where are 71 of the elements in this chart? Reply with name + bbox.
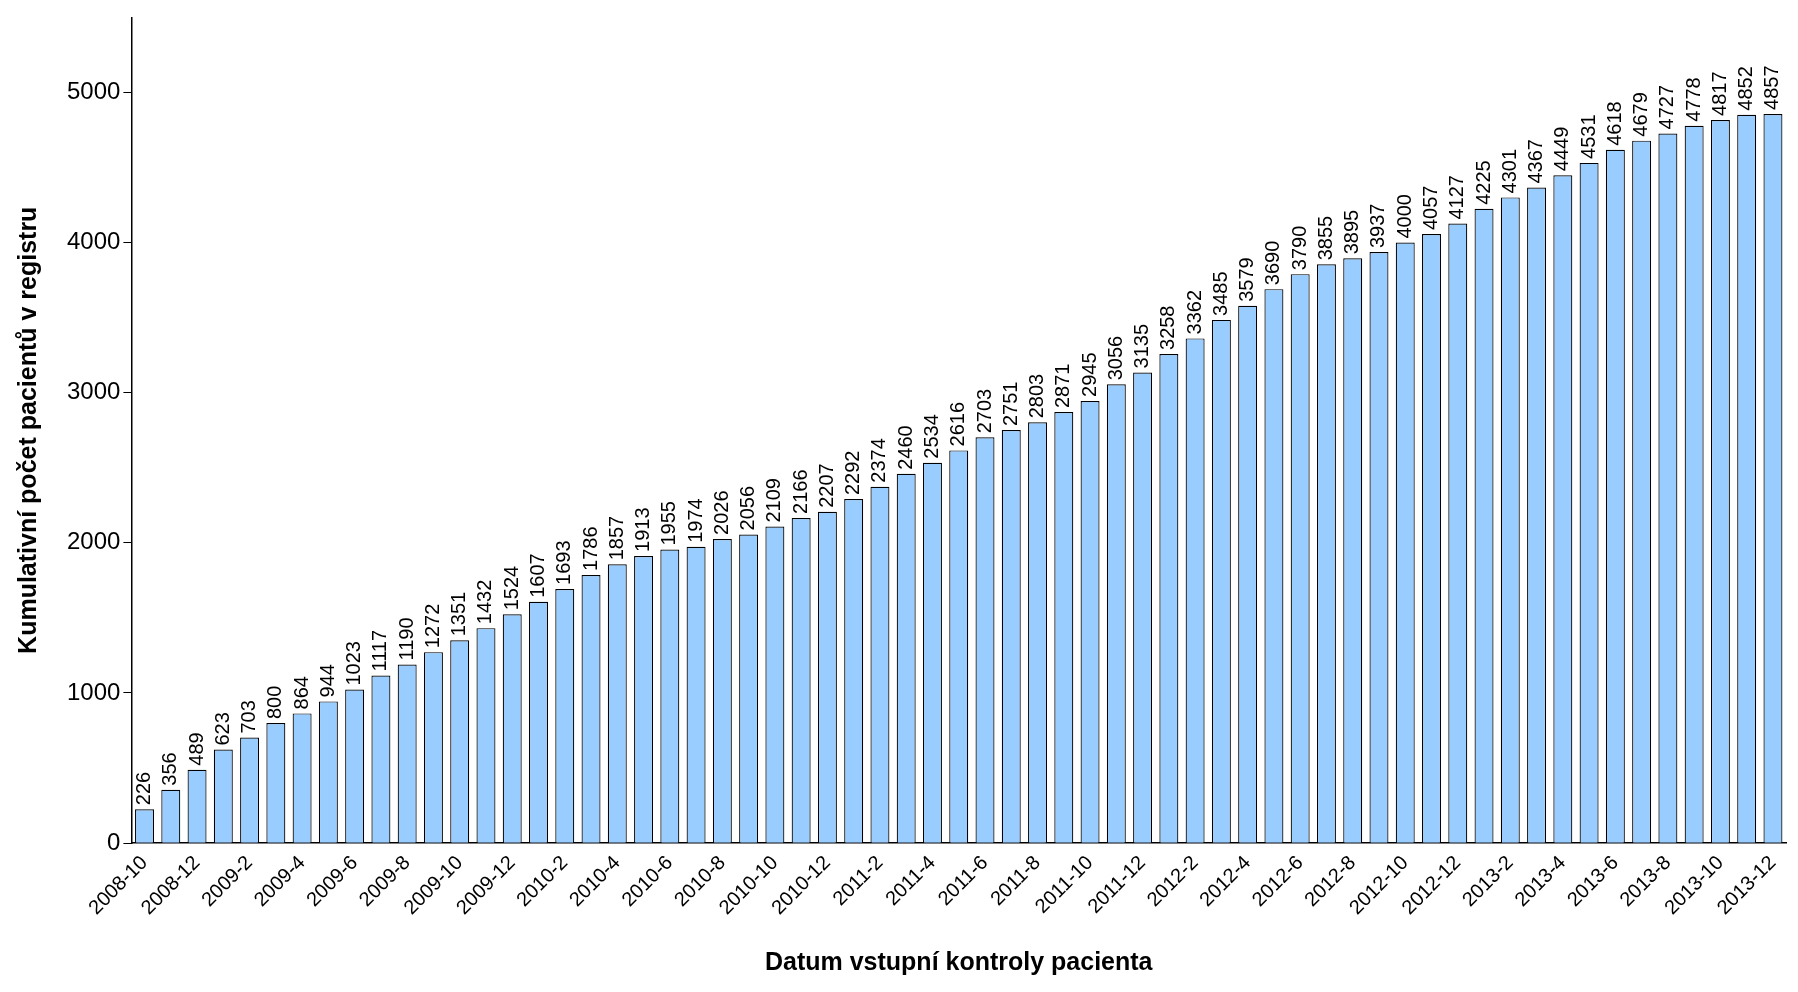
data-label: 356 bbox=[158, 752, 181, 786]
data-label: 2166 bbox=[788, 469, 811, 514]
y-tick-label: 3000 bbox=[67, 377, 121, 405]
data-label: 623 bbox=[210, 712, 233, 746]
data-label: 1857 bbox=[604, 515, 627, 561]
data-label: 3362 bbox=[1182, 289, 1205, 335]
data-label: 1955 bbox=[657, 501, 680, 546]
data-label: 1974 bbox=[683, 498, 706, 543]
data-label: 4857 bbox=[1760, 65, 1783, 110]
y-tick-label: 0 bbox=[107, 827, 121, 855]
y-tick-label: 4000 bbox=[67, 227, 121, 255]
data-label: 2460 bbox=[893, 425, 916, 470]
data-label: 864 bbox=[289, 676, 312, 710]
data-label: 489 bbox=[184, 732, 207, 766]
data-label: 703 bbox=[237, 700, 260, 734]
data-label: 2871 bbox=[1051, 363, 1074, 409]
data-label: 3855 bbox=[1313, 215, 1336, 261]
y-tick-label: 2000 bbox=[67, 527, 121, 555]
data-label: 3790 bbox=[1287, 225, 1310, 271]
data-label: 2803 bbox=[1025, 373, 1048, 419]
data-label: 4817 bbox=[1707, 71, 1730, 116]
data-label: 4727 bbox=[1655, 84, 1678, 130]
data-label: 1607 bbox=[526, 553, 549, 598]
data-label: 1432 bbox=[473, 579, 496, 625]
data-label: 2207 bbox=[814, 463, 837, 508]
data-label: 2534 bbox=[919, 414, 942, 459]
data-label: 3937 bbox=[1366, 203, 1389, 249]
data-label: 2945 bbox=[1077, 352, 1100, 397]
data-label: 2056 bbox=[736, 485, 759, 531]
data-label: 2026 bbox=[709, 490, 732, 535]
data-label: 1023 bbox=[342, 641, 365, 686]
data-label: 944 bbox=[315, 664, 338, 698]
data-label: 4852 bbox=[1734, 66, 1757, 111]
data-label: 3135 bbox=[1130, 323, 1153, 369]
data-label: 1693 bbox=[552, 540, 575, 585]
data-label: 4778 bbox=[1681, 77, 1704, 122]
data-label: 4367 bbox=[1524, 139, 1547, 184]
data-label: 4679 bbox=[1629, 92, 1652, 137]
data-label: 1272 bbox=[420, 603, 443, 649]
data-label: 3579 bbox=[1235, 257, 1258, 302]
data-label: 2109 bbox=[762, 478, 785, 523]
data-label: 3895 bbox=[1340, 209, 1363, 255]
data-label: 800 bbox=[263, 685, 286, 720]
y-tick-label: 1000 bbox=[67, 677, 121, 705]
data-label: 1351 bbox=[447, 591, 470, 637]
data-label: 4531 bbox=[1576, 114, 1599, 159]
data-label: 1117 bbox=[368, 629, 391, 672]
data-label: 4000 bbox=[1392, 194, 1415, 239]
y-tick-label: 5000 bbox=[67, 77, 121, 105]
data-label: 3485 bbox=[1208, 271, 1231, 316]
data-label: 1524 bbox=[499, 565, 522, 611]
data-label: 4618 bbox=[1602, 101, 1625, 146]
y-axis-title: Kumulativní počet pacientů v registru bbox=[12, 206, 41, 654]
data-label: 2616 bbox=[946, 401, 969, 447]
data-label: 1913 bbox=[631, 507, 654, 552]
data-label: 4057 bbox=[1419, 185, 1442, 231]
data-label: 4449 bbox=[1550, 126, 1573, 172]
data-label: 226 bbox=[132, 771, 155, 806]
data-label: 3690 bbox=[1261, 240, 1284, 286]
x-axis-title: Datum vstupní kontroly pacienta bbox=[764, 946, 1154, 975]
data-label: 4301 bbox=[1497, 148, 1520, 194]
data-label: 4225 bbox=[1471, 160, 1494, 205]
data-label: 2751 bbox=[998, 381, 1021, 427]
data-label: 2292 bbox=[841, 450, 864, 496]
data-label: 1786 bbox=[578, 526, 601, 571]
data-label: 1190 bbox=[394, 617, 417, 661]
data-label: 3056 bbox=[1103, 335, 1126, 381]
data-label: 4127 bbox=[1445, 175, 1468, 220]
data-label: 2374 bbox=[867, 438, 890, 483]
data-label: 2703 bbox=[972, 388, 995, 434]
data-label: 3258 bbox=[1156, 305, 1179, 350]
